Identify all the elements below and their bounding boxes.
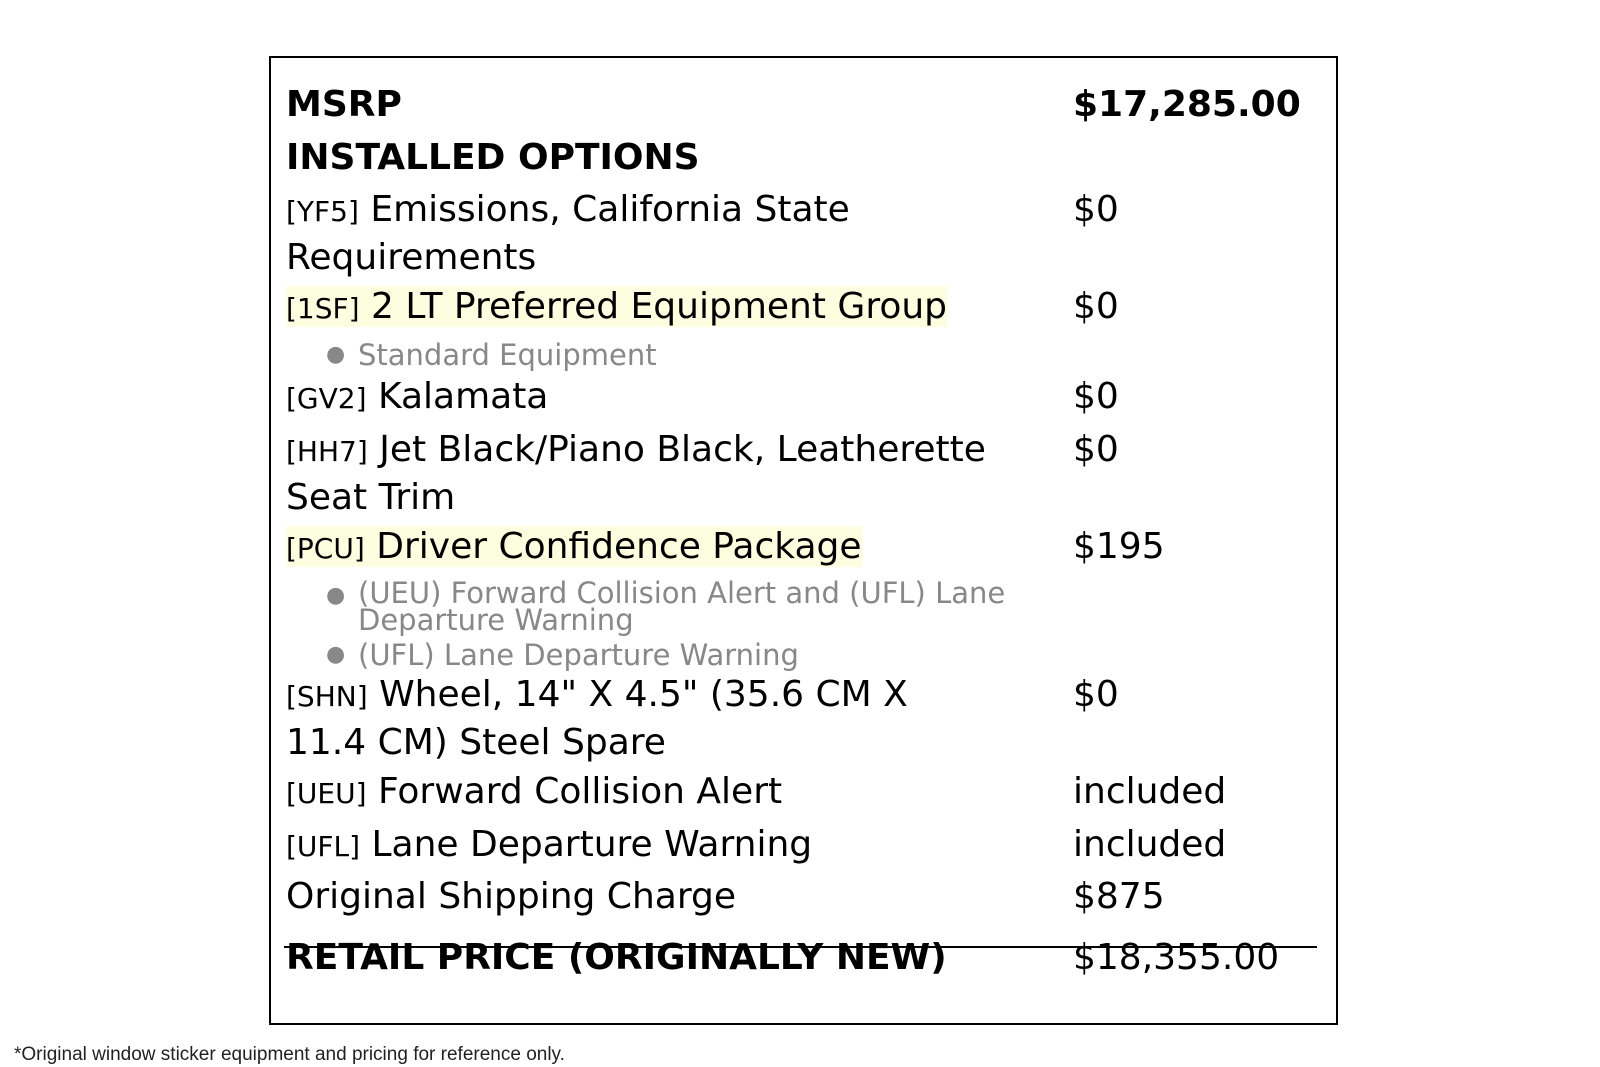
option-code: [SHN] — [286, 680, 368, 713]
sub-item-text: Standard Equipment — [358, 338, 657, 372]
option-name-continued: Requirements — [286, 237, 537, 278]
retail-value: $18,355.00 — [1073, 937, 1280, 978]
option-name: Forward Collision Alert — [377, 771, 783, 812]
option-description: [HH7] Jet Black/Piano Black, Leatherette… — [286, 427, 1066, 521]
bullet-icon: ● — [326, 642, 346, 667]
option-highlight: [PCU] Driver Confidence Package — [286, 526, 862, 567]
option-name: Kalamata — [377, 376, 549, 417]
sub-item-text: (UFL) Lane Departure Warning — [358, 638, 799, 672]
option-description: [UFL] Lane Departure Warning — [286, 822, 1051, 870]
option-description: [SHN] Wheel, 14" X 4.5" (35.6 CM X 11.4 … — [286, 672, 1051, 766]
sub-item-text: (UEU) Forward Collision Alert and (UFL) … — [358, 576, 1006, 637]
option-price: $0 — [1073, 189, 1119, 230]
total-divider — [284, 946, 1317, 948]
option-price: $195 — [1073, 526, 1165, 567]
option-code: [GV2] — [286, 382, 367, 415]
bullet-icon: ● — [326, 583, 346, 608]
option-description: [GV2] Kalamata — [286, 374, 1051, 422]
option-name: Wheel, 14" X 4.5" (35.6 CM X — [379, 674, 908, 715]
option-description: [YF5] Emissions, California State Requir… — [286, 187, 1051, 281]
option-price: $0 — [1073, 376, 1119, 417]
option-description: [PCU] Driver Confidence Package — [286, 524, 1051, 572]
option-price: $0 — [1073, 674, 1119, 715]
option-name: Driver Confidence Package — [376, 526, 862, 567]
footnote: *Original window sticker equipment and p… — [14, 1044, 565, 1065]
option-description: [UEU] Forward Collision Alert — [286, 769, 1051, 817]
option-price: included — [1073, 824, 1227, 865]
option-name: Emissions, California State — [370, 189, 850, 230]
window-sticker: MSRP $17,285.00 INSTALLED OPTIONS [YF5] … — [269, 56, 1338, 1025]
msrp-label: MSRP — [286, 84, 402, 125]
option-code: [UEU] — [286, 777, 367, 810]
shipping-value: $875 — [1073, 876, 1165, 917]
option-name: Lane Departure Warning — [371, 824, 813, 865]
option-highlight: [1SF] 2 LT Preferred Equipment Group — [286, 286, 948, 327]
bullet-icon: ● — [326, 342, 346, 367]
option-description: [1SF] 2 LT Preferred Equipment Group — [286, 284, 1051, 332]
retail-label: RETAIL PRICE (ORIGINALLY NEW) — [286, 937, 947, 978]
option-name-continued: Seat Trim — [286, 477, 456, 518]
option-code: [HH7] — [286, 435, 368, 468]
option-name: Jet Black/Piano Black, Leatherette — [379, 429, 986, 470]
option-name-continued: 11.4 CM) Steel Spare — [286, 722, 666, 763]
installed-options-label: INSTALLED OPTIONS — [286, 137, 700, 178]
option-name: 2 LT Preferred Equipment Group — [371, 286, 948, 327]
option-price: $0 — [1073, 429, 1119, 470]
shipping-label: Original Shipping Charge — [286, 876, 736, 917]
option-code: [1SF] — [286, 292, 360, 325]
option-price: $0 — [1073, 286, 1119, 327]
option-code: [YF5] — [286, 195, 359, 228]
msrp-value: $17,285.00 — [1073, 84, 1301, 125]
option-code: [PCU] — [286, 532, 365, 565]
option-price: included — [1073, 771, 1227, 812]
option-code: [UFL] — [286, 830, 361, 863]
